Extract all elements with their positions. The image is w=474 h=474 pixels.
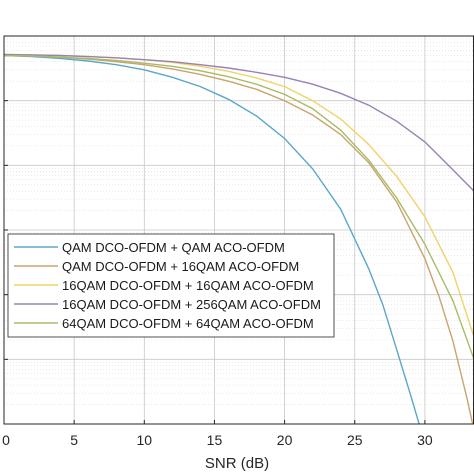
x-tick-label: 5 xyxy=(70,432,78,448)
series-line-4 xyxy=(4,53,474,192)
legend-entry-3: 16QAM DCO-OFDM + 16QAM ACO-OFDM xyxy=(62,278,314,293)
x-axis-label: SNR (dB) xyxy=(205,455,269,472)
x-tick-label: 30 xyxy=(417,432,433,448)
series-line-1 xyxy=(4,54,420,424)
legend: QAM DCO-OFDM + QAM ACO-OFDM QAM DCO-OFDM … xyxy=(7,233,335,338)
series-lines xyxy=(4,53,474,424)
x-tick-label: 20 xyxy=(277,432,293,448)
x-tick-label: 10 xyxy=(137,432,153,448)
legend-entry-5: 64QAM DCO-OFDM + 64QAM ACO-OFDM xyxy=(62,316,314,331)
x-tick-label: 15 xyxy=(207,432,223,448)
x-tick-label: 0 xyxy=(2,432,10,448)
legend-entry-4: 16QAM DCO-OFDM + 256QAM ACO-OFDM xyxy=(62,297,321,312)
series-line-2 xyxy=(4,54,474,424)
legend-entry-1: QAM DCO-OFDM + QAM ACO-OFDM xyxy=(62,240,285,255)
x-tick-labels: 0 5 10 15 20 25 30 xyxy=(2,35,433,448)
x-tick-label: 25 xyxy=(347,432,363,448)
legend-entry-2: QAM DCO-OFDM + 16QAM ACO-OFDM xyxy=(62,259,299,274)
legend-box xyxy=(7,233,335,338)
series-line-5 xyxy=(4,54,474,360)
